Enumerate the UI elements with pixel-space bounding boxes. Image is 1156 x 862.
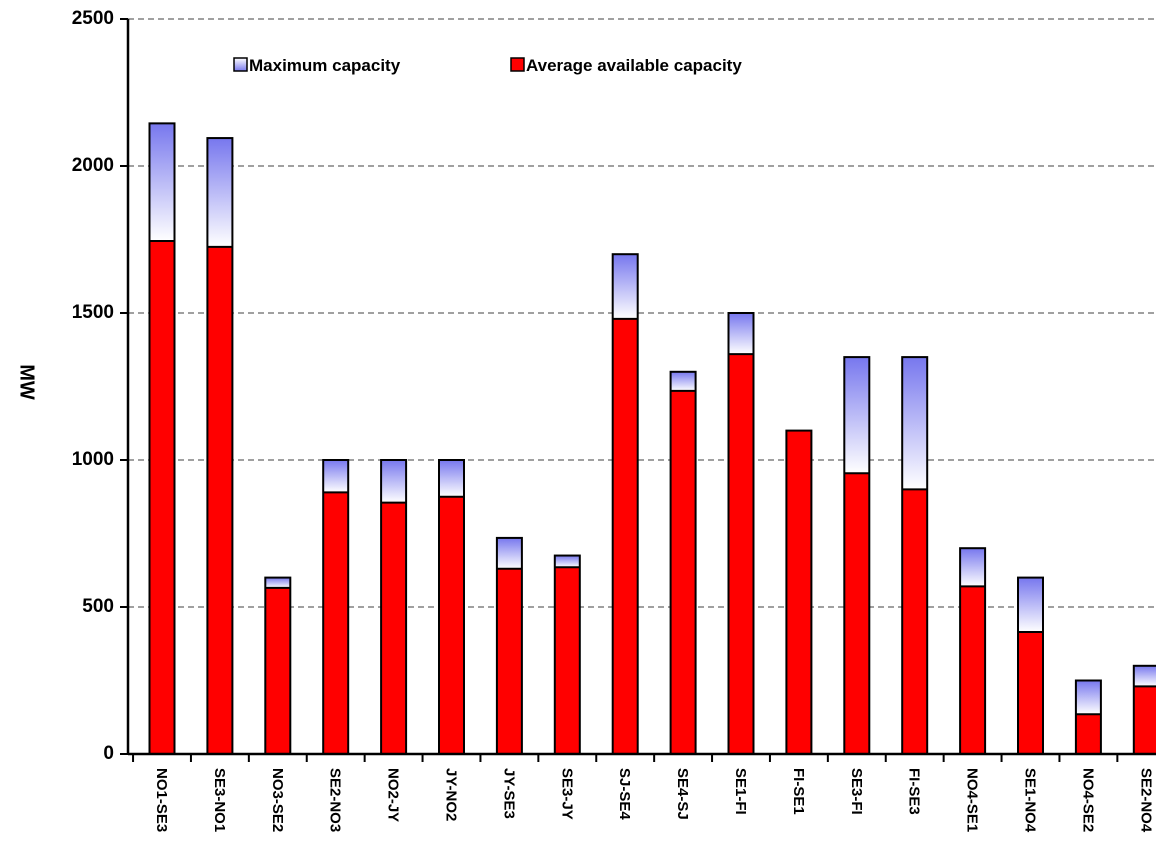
bar-average-available-capacity <box>381 502 407 754</box>
y-tick-label: 1000 <box>72 449 114 470</box>
bar-average-available-capacity <box>496 568 522 754</box>
bar-average-available-capacity <box>1075 714 1101 754</box>
x-tick-label: JY-SE3 <box>500 768 517 819</box>
x-tick-label: SE4-SJ <box>674 768 691 820</box>
bar-average-available-capacity <box>207 246 233 754</box>
legend-label-average-available-capacity: Average available capacity <box>526 56 742 75</box>
x-tick-label: SE3-FI <box>848 768 865 815</box>
bar-maximum-capacity <box>496 537 522 569</box>
bar-maximum-capacity <box>844 357 870 474</box>
bars <box>148 122 1156 756</box>
bar-average-available-capacity <box>612 318 638 754</box>
bar-maximum-capacity <box>1018 577 1043 632</box>
bar-average-available-capacity <box>1018 631 1043 754</box>
bar-maximum-capacity <box>728 313 754 355</box>
bar-average-available-capacity <box>439 496 464 754</box>
bar-average-available-capacity <box>554 567 580 754</box>
legend: Maximum capacity Average available capac… <box>233 56 742 75</box>
bar-average-available-capacity <box>902 489 928 754</box>
x-tick-label: JY-NO2 <box>443 768 460 821</box>
gridlines <box>128 18 1156 608</box>
x-tick-label: SE2-NO4 <box>1137 768 1154 833</box>
x-tick-label: NO3-SE2 <box>269 768 286 832</box>
y-tick-label: 0 <box>103 743 114 764</box>
y-tick-label: 2000 <box>72 155 114 176</box>
x-tick-label: SE3-JY <box>558 768 575 820</box>
y-tick-label: 1500 <box>72 302 114 323</box>
x-tick-label: SE2-NO3 <box>327 768 344 832</box>
bar-maximum-capacity <box>1133 665 1156 687</box>
bar-maximum-capacity <box>265 577 291 588</box>
bar-average-available-capacity <box>786 430 812 754</box>
bar-average-available-capacity <box>1133 686 1156 754</box>
x-tick-label: NO4-SE2 <box>1079 768 1096 832</box>
bar-maximum-capacity <box>554 555 580 568</box>
x-tick-label: SE3-NO1 <box>211 768 228 832</box>
x-tick-label: FI-SE3 <box>906 768 923 815</box>
x-tick-label: NO4-SE1 <box>964 768 981 832</box>
bar-maximum-capacity <box>439 460 464 497</box>
labels: 0 500 1000 1500 2000 2500 NO1-SE3 SE3-NO1 NO3-SE… <box>72 8 1155 833</box>
bar-average-available-capacity <box>670 390 696 754</box>
x-tick-label: NO2-JY <box>385 768 402 822</box>
bar-average-available-capacity <box>844 473 870 754</box>
bar-maximum-capacity <box>149 123 175 241</box>
legend-label-maximum-capacity: Maximum capacity <box>249 56 401 75</box>
x-tick-label: SE1-FI <box>732 768 749 815</box>
bar-average-available-capacity <box>323 492 349 754</box>
x-tick-label: NO1-SE3 <box>153 768 170 832</box>
y-tick-label: 500 <box>82 596 114 617</box>
bar-maximum-capacity <box>960 548 986 587</box>
x-tick-label: SJ-SE4 <box>616 768 633 820</box>
bar-average-available-capacity <box>265 587 291 754</box>
x-tick-label: SE1-NO4 <box>1022 768 1039 833</box>
bar-average-available-capacity <box>149 240 175 755</box>
bar-maximum-capacity <box>670 371 696 391</box>
bar-maximum-capacity <box>207 138 233 247</box>
legend-swatch-maximum-capacity <box>233 57 248 72</box>
bar-maximum-capacity <box>1075 680 1101 715</box>
bar-maximum-capacity <box>902 357 928 490</box>
bar-maximum-capacity <box>323 460 349 493</box>
bar-average-available-capacity <box>728 354 754 754</box>
bar-maximum-capacity <box>381 460 407 503</box>
legend-swatch-average-available-capacity <box>510 57 525 72</box>
y-tick-label: 2500 <box>72 8 114 29</box>
y-axis-title: MW <box>16 364 38 400</box>
bar-maximum-capacity <box>612 254 638 319</box>
bar-average-available-capacity <box>960 586 986 754</box>
x-tick-label: FI-SE1 <box>790 768 807 815</box>
axes <box>120 18 1156 762</box>
